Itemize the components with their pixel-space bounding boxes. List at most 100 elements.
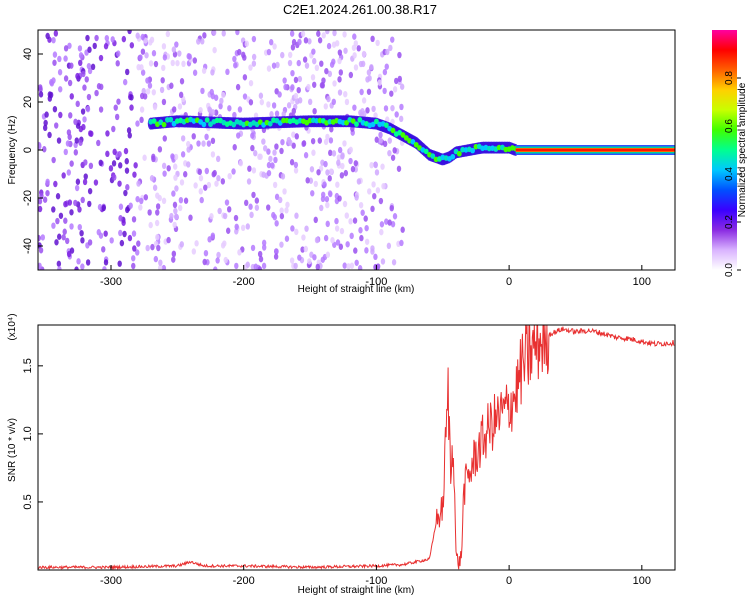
heatmap-cell <box>63 148 68 156</box>
heatmap-cell <box>112 174 117 181</box>
heatmap-cell <box>384 63 389 70</box>
heatmap-cell <box>186 161 191 168</box>
snr-panel: -300 -200 -100 0 100 0.5 1.0 1.5 Height of str… <box>7 313 676 596</box>
heatmap-cell <box>149 175 155 182</box>
heatmap-cell <box>144 52 149 59</box>
heatmap-cell <box>450 153 456 160</box>
heatmap-cell <box>204 133 209 141</box>
heatmap-cell <box>207 106 212 113</box>
heatmap-cell <box>352 52 357 59</box>
heatmap-cell <box>82 116 87 123</box>
heatmap-cell <box>197 168 202 176</box>
heatmap-cell <box>237 106 243 113</box>
heatmap-cell <box>383 122 389 128</box>
heatmap-cell <box>257 119 263 125</box>
heatmap-cell <box>179 78 185 85</box>
heatmap-cell <box>192 57 198 64</box>
heatmap-cell <box>338 69 344 76</box>
heatmap-cell <box>291 142 296 149</box>
heatmap-cell <box>258 92 264 99</box>
x-tick-label: -200 <box>233 276 255 288</box>
heatmap-cell <box>331 150 337 157</box>
heatmap-cell <box>201 140 206 147</box>
heatmap-cell <box>159 86 165 94</box>
heatmap-cell <box>337 195 342 202</box>
heatmap-cell <box>56 260 62 267</box>
heatmap-cell <box>312 81 317 88</box>
heatmap-cell <box>375 263 381 270</box>
heatmap-cell <box>74 184 80 192</box>
heatmap-cell <box>166 165 171 172</box>
heatmap-cell <box>233 214 239 222</box>
heatmap-cell <box>308 177 314 184</box>
heatmap-cell <box>66 169 71 176</box>
heatmap-cell <box>131 262 136 270</box>
heatmap-cell <box>203 249 209 257</box>
heatmap-cell <box>161 43 167 50</box>
heatmap-cell <box>45 32 50 40</box>
heatmap-cell <box>335 239 341 246</box>
heatmap-cell <box>160 77 165 84</box>
heatmap-cell <box>150 243 155 251</box>
heatmap-cell <box>369 161 374 169</box>
heatmap-cell <box>116 98 121 105</box>
heatmap-cell <box>430 153 436 159</box>
colorbar-ticks: 0.0 0.2 0.4 0.6 0.8 <box>724 71 741 277</box>
heatmap-cell <box>171 106 177 113</box>
heatmap-cell <box>319 60 324 67</box>
heatmap-cell <box>87 67 93 75</box>
heatmap-cell <box>43 119 48 127</box>
heatmap-cell <box>127 132 132 139</box>
heatmap-cell <box>312 254 317 261</box>
heatmap-cell <box>250 132 255 139</box>
heatmap-cell <box>68 112 73 119</box>
snr-series-line <box>37 324 675 571</box>
colorbar-label: Normalized spectral amplitude <box>737 82 748 217</box>
heatmap-cell <box>117 150 122 158</box>
heatmap-cell <box>67 42 72 49</box>
heatmap-cell <box>65 140 71 147</box>
heatmap-cell <box>237 48 242 56</box>
heatmap-cell <box>289 30 295 37</box>
heatmap-cell <box>323 138 329 146</box>
x-tick-label: -300 <box>100 276 122 288</box>
heatmap-cell <box>171 256 176 263</box>
heatmap-cell <box>210 69 215 76</box>
heatmap-cell <box>227 206 232 213</box>
heatmap-cell <box>161 162 167 170</box>
heatmap-cell <box>254 197 260 204</box>
heatmap-cell <box>101 246 106 253</box>
heatmap-cell <box>69 62 74 69</box>
heatmap-cell <box>307 258 312 265</box>
heatmap-cell <box>75 72 80 80</box>
heatmap-cell <box>225 68 230 76</box>
heatmap-cell <box>151 155 156 163</box>
heatmap-cell <box>300 30 306 38</box>
heatmap-cell <box>57 55 62 63</box>
heatmap-cell <box>198 106 203 114</box>
heatmap-cell <box>45 189 50 197</box>
heatmap-cell <box>147 209 152 216</box>
heatmap-cell <box>249 211 254 219</box>
heatmap-cell <box>296 59 301 67</box>
heatmap-cell <box>45 178 50 186</box>
heatmap-cell <box>38 262 42 270</box>
heatmap-cell <box>364 247 369 254</box>
heatmap-cell <box>326 95 331 103</box>
heatmap-cell <box>359 234 364 242</box>
heatmap-cell <box>385 48 390 56</box>
heatmap-cell <box>63 55 68 62</box>
heatmap-cell <box>311 48 316 55</box>
heatmap-cell <box>357 265 363 270</box>
snr-y-label: SNR (10 * v/v) <box>7 418 18 482</box>
heatmap-cell <box>325 30 330 35</box>
heatmap-cell <box>337 57 342 65</box>
heatmap-cell <box>328 149 333 157</box>
heatmap-cell <box>363 215 368 222</box>
heatmap-cell <box>87 46 92 53</box>
heatmap-cell <box>103 43 109 50</box>
heatmap-cell <box>325 133 330 141</box>
heatmap-cell <box>365 76 370 83</box>
heatmap-cell <box>124 167 130 174</box>
heatmap-cell <box>319 204 324 212</box>
